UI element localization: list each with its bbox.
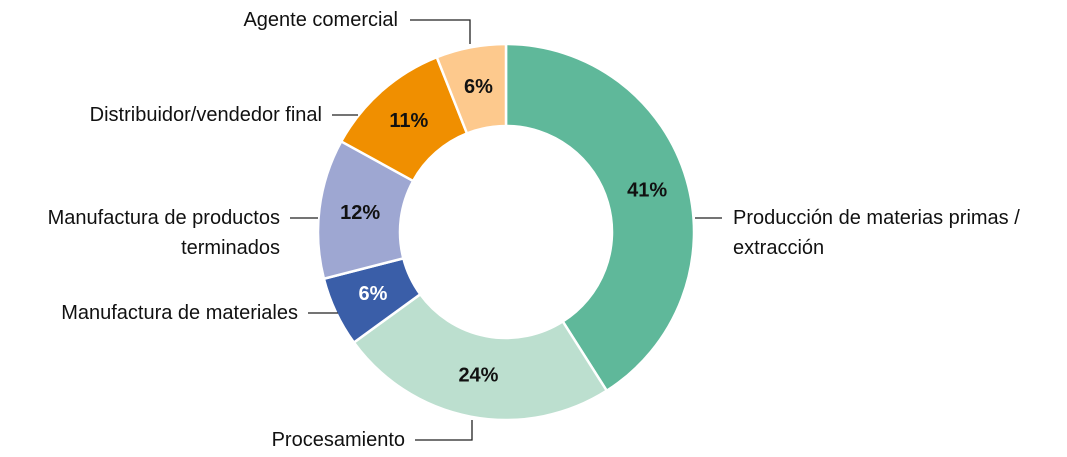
value-label: 12%: [340, 202, 380, 224]
category-label: Distribuidor/vendedor final: [89, 104, 322, 126]
leader-line: [415, 420, 473, 441]
donut-slice: [435, 42, 508, 136]
leader-line: [410, 19, 471, 44]
value-label: 24%: [458, 365, 498, 387]
category-label: Agente comercial: [243, 9, 398, 31]
donut-slice: [352, 292, 609, 422]
value-label: 11%: [389, 110, 428, 132]
value-label: 41%: [627, 179, 667, 201]
category-label: Procesamiento: [271, 429, 405, 451]
category-label: Manufactura de materiales: [61, 302, 298, 324]
category-label: Producción de materias primas / extracci…: [733, 207, 1020, 259]
value-label: 6%: [464, 76, 493, 98]
category-label: Manufactura de productos terminados: [47, 207, 280, 259]
value-label: 6%: [359, 283, 388, 305]
donut-slice: [504, 42, 696, 393]
